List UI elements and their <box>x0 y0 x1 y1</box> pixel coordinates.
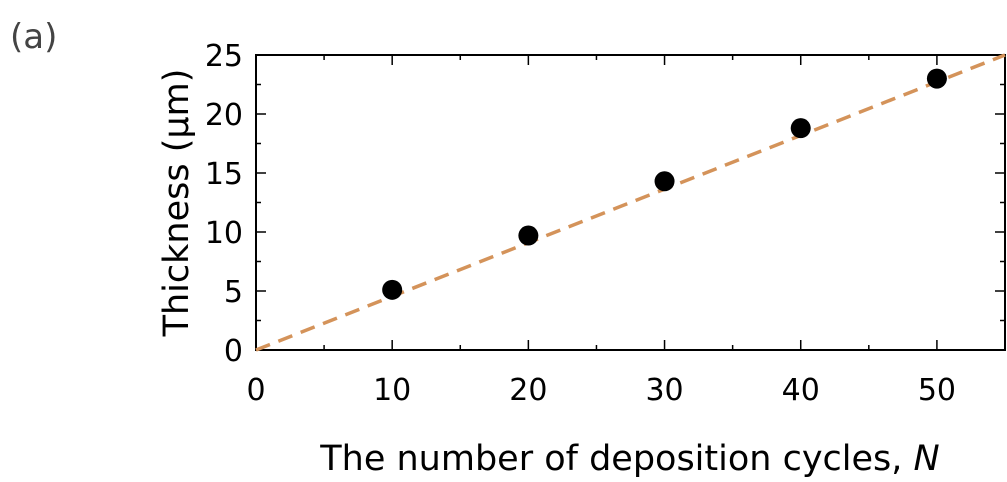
y-axis-title: Thickness (μm) <box>157 69 197 338</box>
y-tick-label: 20 <box>205 98 243 133</box>
x-tick-label: 40 <box>782 373 820 408</box>
y-tick-label: 15 <box>205 157 243 192</box>
x-tick-label: 30 <box>645 373 683 408</box>
data-point <box>926 68 947 89</box>
x-tick-label: 20 <box>509 373 547 408</box>
data-point <box>790 118 811 139</box>
x-axis-title: The number of deposition cycles, N <box>319 439 939 479</box>
x-tick-label: 10 <box>373 373 411 408</box>
y-tick-label: 10 <box>205 216 243 251</box>
x-tick-label: 50 <box>918 373 956 408</box>
y-tick-label: 25 <box>205 39 243 74</box>
data-point <box>518 225 539 246</box>
x-tick-label: 0 <box>246 373 265 408</box>
y-tick-label: 0 <box>224 334 243 369</box>
x-axis-title-text: The number of deposition cycles, <box>319 439 913 479</box>
panel-label: (a) <box>10 17 57 57</box>
y-axis-title-group: Thickness (μm) <box>157 69 197 338</box>
plot-area: 0 10 20 30 40 50 0 5 10 15 20 25 <box>205 39 1006 408</box>
y-tick-label: 5 <box>224 275 243 310</box>
data-point <box>654 171 675 192</box>
fit-line <box>255 53 1006 352</box>
data-point <box>382 279 403 300</box>
x-axis-title-variable: N <box>914 439 940 479</box>
